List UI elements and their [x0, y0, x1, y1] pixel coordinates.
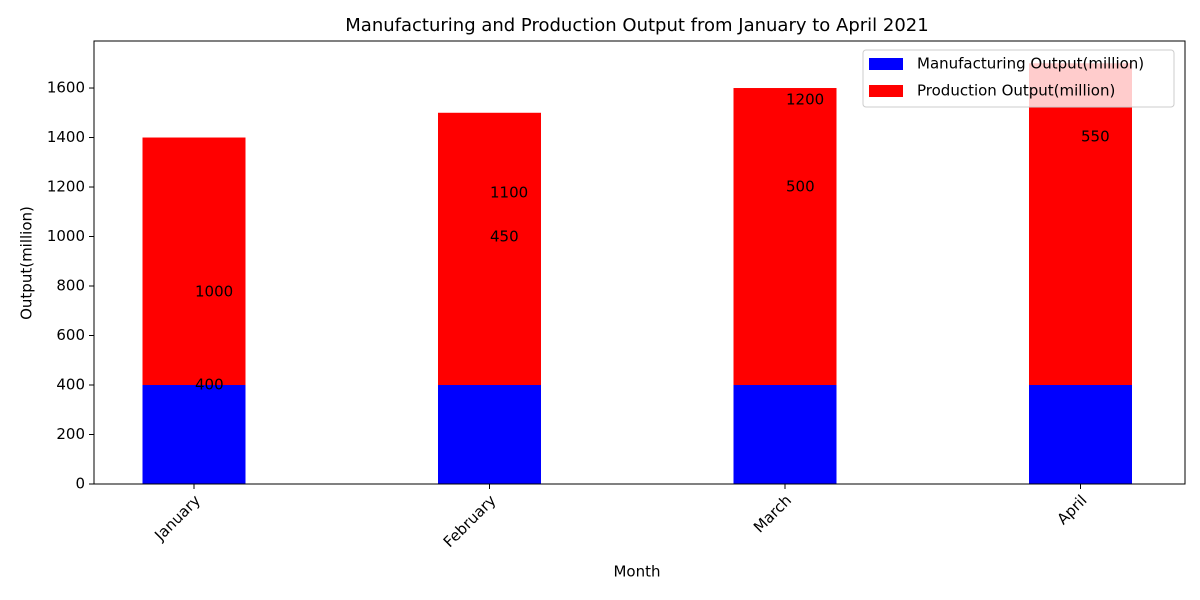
y-tick-label: 400: [56, 376, 85, 394]
legend-label: Manufacturing Output(million): [917, 55, 1144, 73]
y-tick-label: 200: [56, 425, 85, 443]
legend-swatch: [869, 85, 903, 97]
bar: [438, 385, 541, 484]
y-tick-label: 600: [56, 326, 85, 344]
annotation: 1100: [490, 184, 528, 202]
x-axis-label: Month: [613, 563, 660, 581]
x-tick-label: February: [440, 491, 500, 551]
y-axis-label: Output(million): [18, 206, 36, 320]
y-tick-label: 1200: [47, 178, 85, 196]
bar: [1029, 63, 1132, 386]
legend-label: Production Output(million): [917, 82, 1115, 100]
legend-swatch: [869, 58, 903, 70]
y-tick-label: 1400: [47, 128, 85, 146]
annotation: 500: [786, 178, 815, 196]
bar: [438, 112, 541, 386]
chart-title: Manufacturing and Production Output from…: [345, 15, 928, 36]
y-tick-label: 1000: [47, 227, 85, 245]
y-tick-label: 0: [75, 475, 85, 493]
annotation: 450: [490, 228, 519, 246]
bar: [1029, 385, 1132, 484]
y-tick-label: 1600: [47, 79, 85, 97]
x-tick-label: March: [750, 491, 795, 536]
bar: [733, 385, 837, 484]
bar: [142, 137, 246, 386]
annotation: 550: [1081, 128, 1110, 146]
x-tick-label: January: [150, 491, 204, 545]
y-tick-label: 800: [56, 277, 85, 295]
bar: [733, 88, 837, 386]
annotation: 1200: [786, 91, 824, 109]
annotation: 1000: [195, 283, 233, 301]
x-tick-label: April: [1054, 491, 1091, 528]
bar: [142, 385, 246, 484]
legend-box: [862, 49, 1175, 108]
plot-frame: [93, 40, 1186, 485]
annotation: 400: [195, 376, 224, 394]
